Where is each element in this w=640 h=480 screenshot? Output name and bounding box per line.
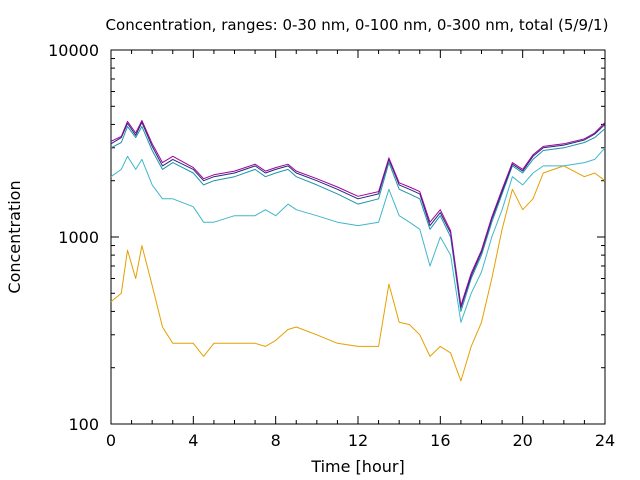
x-tick-label: 20 bbox=[512, 431, 532, 450]
x-tick-label: 24 bbox=[595, 431, 615, 450]
series-line-5 bbox=[110, 120, 606, 306]
series-line-2 bbox=[110, 147, 606, 323]
series-line-1 bbox=[110, 165, 606, 382]
x-tick-label: 12 bbox=[348, 431, 368, 450]
x-axis-title: Time [hour] bbox=[310, 457, 404, 476]
series-layer bbox=[110, 120, 606, 382]
minor-ticks bbox=[111, 50, 605, 424]
y-tick-label: 100 bbox=[68, 415, 99, 434]
chart-title: Concentration, ranges: 0-30 nm, 0-100 nm… bbox=[106, 16, 609, 34]
major-ticks bbox=[110, 49, 606, 425]
plot-frame bbox=[110, 49, 606, 425]
y-tick-label: 10000 bbox=[48, 41, 99, 60]
series-line-3 bbox=[110, 126, 606, 312]
series-line-4 bbox=[110, 121, 606, 308]
x-tick-label: 4 bbox=[188, 431, 198, 450]
y-tick-label: 1000 bbox=[58, 228, 99, 247]
y-axis-title: Concentration bbox=[5, 180, 24, 293]
x-tick-label: 8 bbox=[271, 431, 281, 450]
x-tick-label: 0 bbox=[106, 431, 116, 450]
tick-labels: 0 4 8 12 16 20 24 100 1000 10000 bbox=[48, 41, 615, 450]
x-tick-label: 16 bbox=[430, 431, 450, 450]
